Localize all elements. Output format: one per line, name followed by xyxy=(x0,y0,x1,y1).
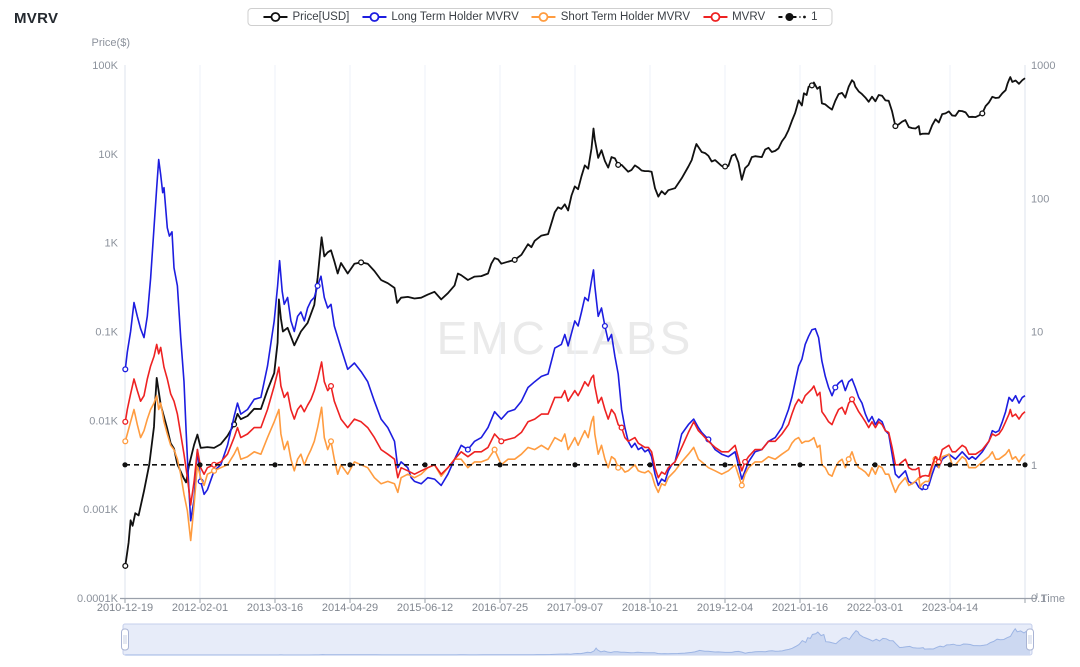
right-tick-label: 1000 xyxy=(1031,60,1055,72)
series-mvrv-markers xyxy=(122,382,942,468)
x-tick-label: 2015-06-12 xyxy=(397,602,453,614)
right-tick-label: 10 xyxy=(1031,327,1043,339)
data-zoom-handle-left[interactable] xyxy=(121,628,129,651)
series-mvrv-line xyxy=(124,343,1026,506)
gridlines xyxy=(199,65,951,598)
x-tick-label: 2013-03-16 xyxy=(247,602,303,614)
axes xyxy=(120,65,1038,603)
legend-item-label: Long Term Holder MVRV xyxy=(391,11,519,23)
legend-marker-dashed-icon xyxy=(778,13,806,21)
left-tick-label: 0.01K xyxy=(89,415,118,427)
threshold-line-1 xyxy=(122,462,1028,468)
x-tick-label: 2016-07-25 xyxy=(472,602,528,614)
legend-item-1[interactable]: 1 xyxy=(777,11,818,23)
series-price-usd-markers xyxy=(122,82,986,569)
series-price-usd-line xyxy=(124,76,1026,567)
navigator-area xyxy=(125,628,1030,655)
legend-marker-line-icon xyxy=(362,12,387,22)
legend-item-short-term-holder-mvrv[interactable]: Short Term Holder MVRV xyxy=(531,11,690,23)
legend-marker-line-icon xyxy=(263,12,288,22)
x-tick-label: 2019-12-04 xyxy=(697,602,753,614)
legend-item-price-usd[interactable]: Price[USD] xyxy=(262,11,349,23)
right-tick-label: 1 xyxy=(1031,460,1037,472)
x-tick-label: 2010-12-19 xyxy=(97,602,153,614)
x-tick-label: 2012-02-01 xyxy=(172,602,228,614)
legend: Price[USD] Long Term Holder MVRV Short Ter… xyxy=(247,8,833,26)
navigator-line xyxy=(125,627,1031,656)
x-tick-label: 2014-04-29 xyxy=(322,602,378,614)
legend-item-label: Price[USD] xyxy=(292,11,350,23)
legend-marker-line-icon xyxy=(703,12,728,22)
legend-item-mvrv[interactable]: MVRV xyxy=(702,11,765,23)
data-zoom-handle-right[interactable] xyxy=(1026,628,1034,651)
x-tick-label: 2021-01-16 xyxy=(772,602,828,614)
data-zoom-slider[interactable] xyxy=(121,623,1034,656)
left-tick-label: 0.0001K xyxy=(77,593,119,605)
series-short-term-holder-mvrv-line xyxy=(124,394,1026,542)
legend-marker-line-icon xyxy=(531,12,556,22)
legend-item-label: MVRV xyxy=(732,11,766,23)
left-tick-label: 100K xyxy=(92,60,118,72)
legend-item-label: Short Term Holder MVRV xyxy=(560,11,691,23)
x-tick-label: 2023-04-14 xyxy=(922,602,978,614)
legend-item-long-term-holder-mvrv[interactable]: Long Term Holder MVRV xyxy=(361,11,519,23)
right-axis-tick-labels: 1000 100 10 1 0.1 xyxy=(1031,60,1055,605)
left-axis-tick-labels: 100K 10K 1K 0.1K 0.01K 0.001K 0.0001K xyxy=(77,60,119,605)
series-short-term-holder-mvrv-markers xyxy=(122,438,939,489)
left-tick-label: 1K xyxy=(105,238,119,250)
left-tick-label: 0.001K xyxy=(83,504,119,516)
left-tick-label: 10K xyxy=(98,149,118,161)
x-tick-label: 2022-03-01 xyxy=(847,602,903,614)
left-tick-label: 0.1K xyxy=(95,327,118,339)
left-axis-name: Price($) xyxy=(91,37,130,49)
x-tick-label: 2017-09-07 xyxy=(547,602,603,614)
x-axis-name: Time xyxy=(1041,593,1065,605)
x-tick-label: 2018-10-21 xyxy=(622,602,678,614)
chart-title: MVRV xyxy=(14,10,59,27)
x-axis-tick-labels: 2010-12-19 2012-02-01 2013-03-16 2014-04-29… xyxy=(97,602,978,614)
legend-item-label: 1 xyxy=(811,11,818,23)
right-tick-label: 100 xyxy=(1031,193,1049,205)
right-tick-label: 0.1 xyxy=(1031,593,1046,605)
